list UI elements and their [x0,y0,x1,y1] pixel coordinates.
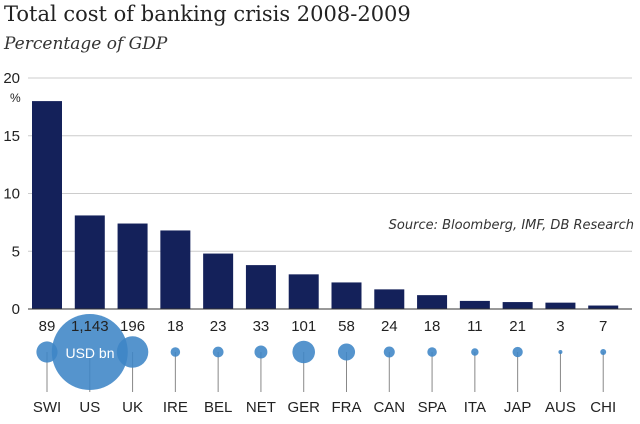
bubbles [36,314,607,390]
bar-can [374,289,405,309]
bubble-value-labels: 89 196 18 23 33 101 58 24 18 11 21 3 7 [39,318,608,335]
bubble-fra [337,343,356,361]
bubble-value-uk: 196 [120,318,145,335]
bubble-unit-label: USD bn [65,345,114,361]
bars [32,101,619,309]
category-label-fra: FRA [332,399,362,416]
category-label-aus: AUS [545,399,576,416]
bar-net [245,265,276,309]
category-label-jap: JAP [504,399,532,416]
category-label-chi: CHI [590,399,616,416]
bubble-value-chi: 7 [599,318,607,335]
bubble-can [383,346,395,358]
bubble-uk [116,336,149,368]
category-label-spa: SPA [418,399,447,416]
category-label-ita: ITA [464,399,486,416]
bubble-value-jap: 21 [509,318,526,335]
category-label-us: US [79,399,100,416]
category-label-net: NET [246,399,276,416]
bubble-value-bel: 23 [210,318,227,335]
bubble-value-aus: 3 [556,318,564,335]
bar-ita [459,300,490,309]
bubble-value-swi: 89 [39,318,56,335]
bubble-ita [471,348,479,356]
bar-ger [288,274,319,309]
bubble-net [254,345,268,359]
category-label-bel: BEL [204,399,232,416]
y-tick-label: 10 [3,186,20,203]
category-label-can: CAN [373,399,405,416]
bar-chi [588,305,619,309]
category-label-ire: IRE [163,399,188,416]
y-unit-label: % [10,91,21,105]
category-label-ger: GER [287,399,320,416]
bubble-value-ita: 11 [467,318,483,335]
bar-swi [32,101,62,309]
bar-spa [417,295,448,309]
y-tick-label: 20 [3,70,20,87]
bubble-chi [600,349,607,355]
bar-fra [331,282,362,309]
bar-jap [502,302,533,309]
category-label-swi: SWI [33,399,61,416]
bubble-ire [170,347,181,357]
bar-uk [117,223,148,309]
bubble-ger [292,340,316,364]
bubble-aus [558,350,563,354]
y-tick-label: 15 [3,128,20,145]
bar-us [74,215,105,309]
bubble-us [51,314,128,390]
y-tick-label: 5 [12,243,20,260]
chart-subtitle: Percentage of GDP [4,34,168,54]
bubble-value-spa: 18 [424,318,441,335]
bubble-value-us: 1,143 [71,318,109,335]
bubble-bel [212,346,224,358]
bar-bel [203,253,234,309]
bubble-value-net: 33 [253,318,270,335]
source-note: Source: Bloomberg, IMF, DB Research [389,218,634,233]
y-axis: 0 5 10 15 20 [3,70,20,318]
bubble-jap [512,346,523,358]
y-tick-label: 0 [12,301,20,318]
bubble-value-can: 24 [381,318,398,335]
bubble-spa [427,347,437,357]
category-label-uk: UK [122,399,143,416]
bubble-value-ger: 101 [291,318,316,335]
bubble-value-fra: 58 [338,318,355,335]
bubble-value-ire: 18 [167,318,184,335]
bar-aus [545,302,576,309]
chart-title: Total cost of banking crisis 2008-2009 [4,2,411,26]
category-labels: SWI US UK IRE BEL NET GER FRA CAN SPA ITA JAP AUS CHI [33,399,616,416]
bar-ire [160,230,191,309]
